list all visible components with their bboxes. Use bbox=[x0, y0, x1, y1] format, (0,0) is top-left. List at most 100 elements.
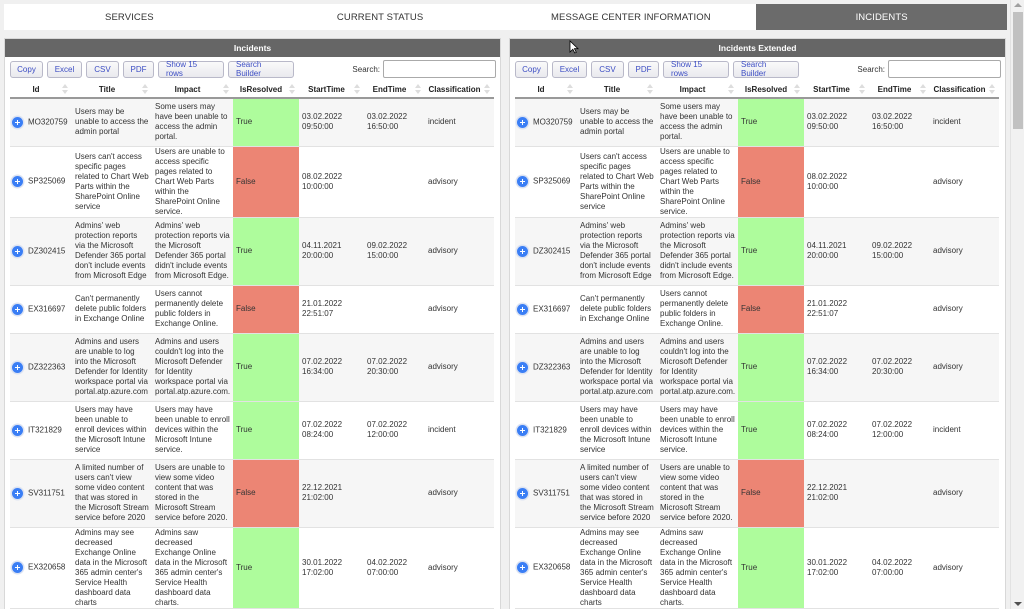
scroll-up-arrow-icon[interactable] bbox=[1014, 3, 1022, 7]
table-row[interactable]: DZ302415 Admins' web protection reports v… bbox=[10, 216, 494, 285]
expand-row-plus-icon[interactable] bbox=[517, 116, 528, 128]
sort-arrows-icon[interactable] bbox=[728, 84, 734, 94]
table-row[interactable]: EX316697 Can't permanently delete public … bbox=[515, 284, 999, 333]
pdf-button[interactable]: PDF bbox=[123, 60, 154, 78]
sort-arrows-icon[interactable] bbox=[647, 84, 653, 94]
table-row[interactable]: SP325069 Users can't access specific page… bbox=[515, 145, 999, 217]
sort-arrows-icon[interactable] bbox=[289, 84, 295, 94]
cell-title: Admins and users are unable to log into … bbox=[72, 332, 152, 401]
column-header-is-resolved[interactable]: IsResolved bbox=[233, 81, 299, 99]
column-header-title[interactable]: Title bbox=[577, 81, 657, 99]
table-row[interactable]: MO320759 Users may be unable to access th… bbox=[10, 97, 494, 146]
cell-classification: advisory bbox=[425, 458, 494, 527]
cell-end-time: 07.02.2022 12:00:00 bbox=[364, 400, 425, 459]
cell-impact: Admins saw decreased Exchange Online dat… bbox=[657, 526, 738, 608]
column-header-id[interactable]: Id bbox=[10, 81, 72, 99]
show-rows-button[interactable]: Show 15 rows bbox=[158, 60, 224, 78]
tab-services[interactable]: SERVICES bbox=[4, 4, 255, 30]
table-row[interactable]: EX316697 Can't permanently delete public … bbox=[10, 284, 494, 333]
column-header-title[interactable]: Title bbox=[72, 81, 152, 99]
cell-classification: advisory bbox=[425, 216, 494, 285]
sort-arrows-icon[interactable] bbox=[62, 84, 68, 94]
sort-arrows-icon[interactable] bbox=[989, 84, 995, 94]
tab-current-status[interactable]: CURRENT STATUS bbox=[254, 4, 506, 30]
search-input[interactable] bbox=[383, 60, 496, 78]
expand-row-plus-icon[interactable] bbox=[517, 361, 528, 373]
column-header-label: StartTime bbox=[308, 84, 345, 94]
incidents-panel: Incidents Copy Excel CSV PDF Show 15 row… bbox=[4, 38, 501, 609]
tab-message-center-information[interactable]: MESSAGE CENTER INFORMATION bbox=[505, 4, 757, 30]
table-row[interactable]: MO320759 Users may be unable to access th… bbox=[515, 97, 999, 146]
column-header-end-time[interactable]: EndTime bbox=[364, 81, 425, 99]
expand-row-plus-icon[interactable] bbox=[12, 303, 23, 315]
table-row[interactable]: EX320658 Admins may see decreased Exchang… bbox=[10, 526, 494, 608]
column-header-start-time[interactable]: StartTime bbox=[804, 81, 869, 99]
expand-row-plus-icon[interactable] bbox=[517, 424, 528, 436]
column-header-is-resolved[interactable]: IsResolved bbox=[738, 81, 804, 99]
copy-button[interactable]: Copy bbox=[10, 60, 43, 78]
sort-arrows-icon[interactable] bbox=[920, 84, 926, 94]
incidents-extended-panel: Incidents Extended Copy Excel CSV PDF Sh… bbox=[509, 38, 1006, 609]
scroll-thumb[interactable] bbox=[1013, 12, 1023, 129]
sort-arrows-icon[interactable] bbox=[354, 84, 360, 94]
search-input[interactable] bbox=[888, 60, 1001, 78]
search-builder-button[interactable]: Search Builder bbox=[733, 60, 799, 78]
table-row[interactable]: SV311751 A limited number of users can't … bbox=[515, 458, 999, 527]
table-row[interactable]: DZ302415 Admins' web protection reports v… bbox=[515, 216, 999, 285]
search-box: Search: bbox=[352, 60, 496, 78]
page-scrollbar[interactable] bbox=[1010, 0, 1024, 609]
table-row[interactable]: IT321829 Users may have been unable to en… bbox=[10, 400, 494, 459]
scroll-down-arrow-icon[interactable] bbox=[1014, 602, 1022, 606]
expand-row-plus-icon[interactable] bbox=[517, 487, 528, 499]
sort-arrows-icon[interactable] bbox=[567, 84, 573, 94]
column-header-classification[interactable]: Classification bbox=[425, 81, 494, 99]
sort-arrows-icon[interactable] bbox=[484, 84, 490, 94]
show-rows-button[interactable]: Show 15 rows bbox=[663, 60, 729, 78]
column-header-start-time[interactable]: StartTime bbox=[299, 81, 364, 99]
excel-button[interactable]: Excel bbox=[552, 60, 587, 78]
pdf-button[interactable]: PDF bbox=[628, 60, 659, 78]
expand-row-plus-icon[interactable] bbox=[517, 562, 528, 573]
search-builder-button[interactable]: Search Builder bbox=[228, 60, 294, 78]
table-row[interactable]: DZ322363 Admins and users are unable to l… bbox=[515, 332, 999, 401]
expand-row-plus-icon[interactable] bbox=[517, 245, 528, 257]
table-header-row: Id Title Impact IsResolved StartTime EndTime C… bbox=[515, 81, 999, 99]
csv-button[interactable]: CSV bbox=[86, 60, 119, 78]
cell-classification: advisory bbox=[930, 458, 999, 527]
expand-row-plus-icon[interactable] bbox=[12, 361, 23, 373]
copy-button[interactable]: Copy bbox=[515, 60, 548, 78]
expand-row-plus-icon[interactable] bbox=[12, 424, 23, 436]
column-header-end-time[interactable]: EndTime bbox=[869, 81, 930, 99]
table-row[interactable]: IT321829 Users may have been unable to en… bbox=[515, 400, 999, 459]
cell-id: SV311751 bbox=[515, 458, 577, 527]
expand-row-plus-icon[interactable] bbox=[12, 562, 23, 573]
tab-incidents[interactable]: INCIDENTS bbox=[756, 4, 1007, 30]
sort-arrows-icon[interactable] bbox=[142, 84, 148, 94]
expand-row-plus-icon[interactable] bbox=[517, 176, 528, 187]
excel-button[interactable]: Excel bbox=[47, 60, 82, 78]
cell-is-resolved: False bbox=[738, 284, 804, 333]
cell-end-time: 03.02.2022 16:50:00 bbox=[869, 97, 930, 146]
cell-id: EX316697 bbox=[10, 284, 72, 333]
sort-arrows-icon[interactable] bbox=[223, 84, 229, 94]
column-header-classification[interactable]: Classification bbox=[930, 81, 999, 99]
expand-row-plus-icon[interactable] bbox=[517, 303, 528, 315]
column-header-impact[interactable]: Impact bbox=[152, 81, 233, 99]
expand-row-plus-icon[interactable] bbox=[12, 245, 23, 257]
cell-end-time bbox=[869, 145, 930, 217]
table-row[interactable]: EX320658 Admins may see decreased Exchang… bbox=[515, 526, 999, 608]
table-row[interactable]: SP325069 Users can't access specific page… bbox=[10, 145, 494, 217]
sort-arrows-icon[interactable] bbox=[794, 84, 800, 94]
panel-title: Incidents Extended bbox=[510, 39, 1005, 57]
csv-button[interactable]: CSV bbox=[591, 60, 624, 78]
expand-row-plus-icon[interactable] bbox=[12, 116, 23, 128]
sort-arrows-icon[interactable] bbox=[859, 84, 865, 94]
column-header-impact[interactable]: Impact bbox=[657, 81, 738, 99]
cell-classification: advisory bbox=[425, 145, 494, 217]
column-header-id[interactable]: Id bbox=[515, 81, 577, 99]
expand-row-plus-icon[interactable] bbox=[12, 176, 23, 187]
expand-row-plus-icon[interactable] bbox=[12, 487, 23, 499]
table-row[interactable]: SV311751 A limited number of users can't … bbox=[10, 458, 494, 527]
sort-arrows-icon[interactable] bbox=[415, 84, 421, 94]
table-row[interactable]: DZ322363 Admins and users are unable to l… bbox=[10, 332, 494, 401]
